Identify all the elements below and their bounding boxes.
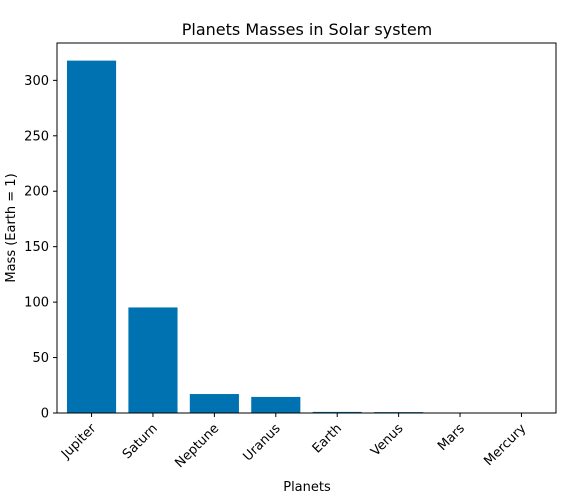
y-tick-label: 0 [41, 407, 49, 422]
y-tick-label: 250 [24, 129, 49, 144]
x-tick-label: Mars [435, 421, 468, 454]
bar-neptune [189, 394, 239, 413]
y-axis-label: Mass (Earth = 1) [4, 173, 19, 282]
x-axis: Jupiter Saturn Neptune Uranus Earth Venus Mars… [58, 413, 529, 471]
x-tick-label: Neptune [172, 421, 222, 471]
x-tick-label: Saturn [120, 421, 161, 462]
y-tick-label: 150 [24, 240, 49, 255]
x-tick-label: Jupiter [58, 421, 100, 463]
bar-saturn [128, 307, 178, 413]
x-tick-label: Earth [310, 421, 345, 456]
bars-layer [66, 60, 547, 413]
y-tick-label: 300 [24, 74, 49, 89]
bar-uranus [251, 396, 301, 413]
x-tick-label: Mercury [481, 421, 529, 469]
y-axis: 0 50 100 150 200 250 300 [24, 74, 57, 422]
chart-title: Planets Masses in Solar system [182, 20, 433, 39]
y-tick-label: 200 [24, 185, 49, 200]
x-tick-label: Venus [368, 421, 406, 459]
x-tick-label: Uranus [240, 421, 283, 464]
y-tick-label: 100 [24, 296, 49, 311]
bar-earth [312, 411, 362, 413]
y-tick-label: 50 [32, 351, 49, 366]
plot-frame [56, 42, 557, 414]
bar-jupiter [66, 60, 117, 413]
x-axis-label: Planets [283, 480, 331, 495]
